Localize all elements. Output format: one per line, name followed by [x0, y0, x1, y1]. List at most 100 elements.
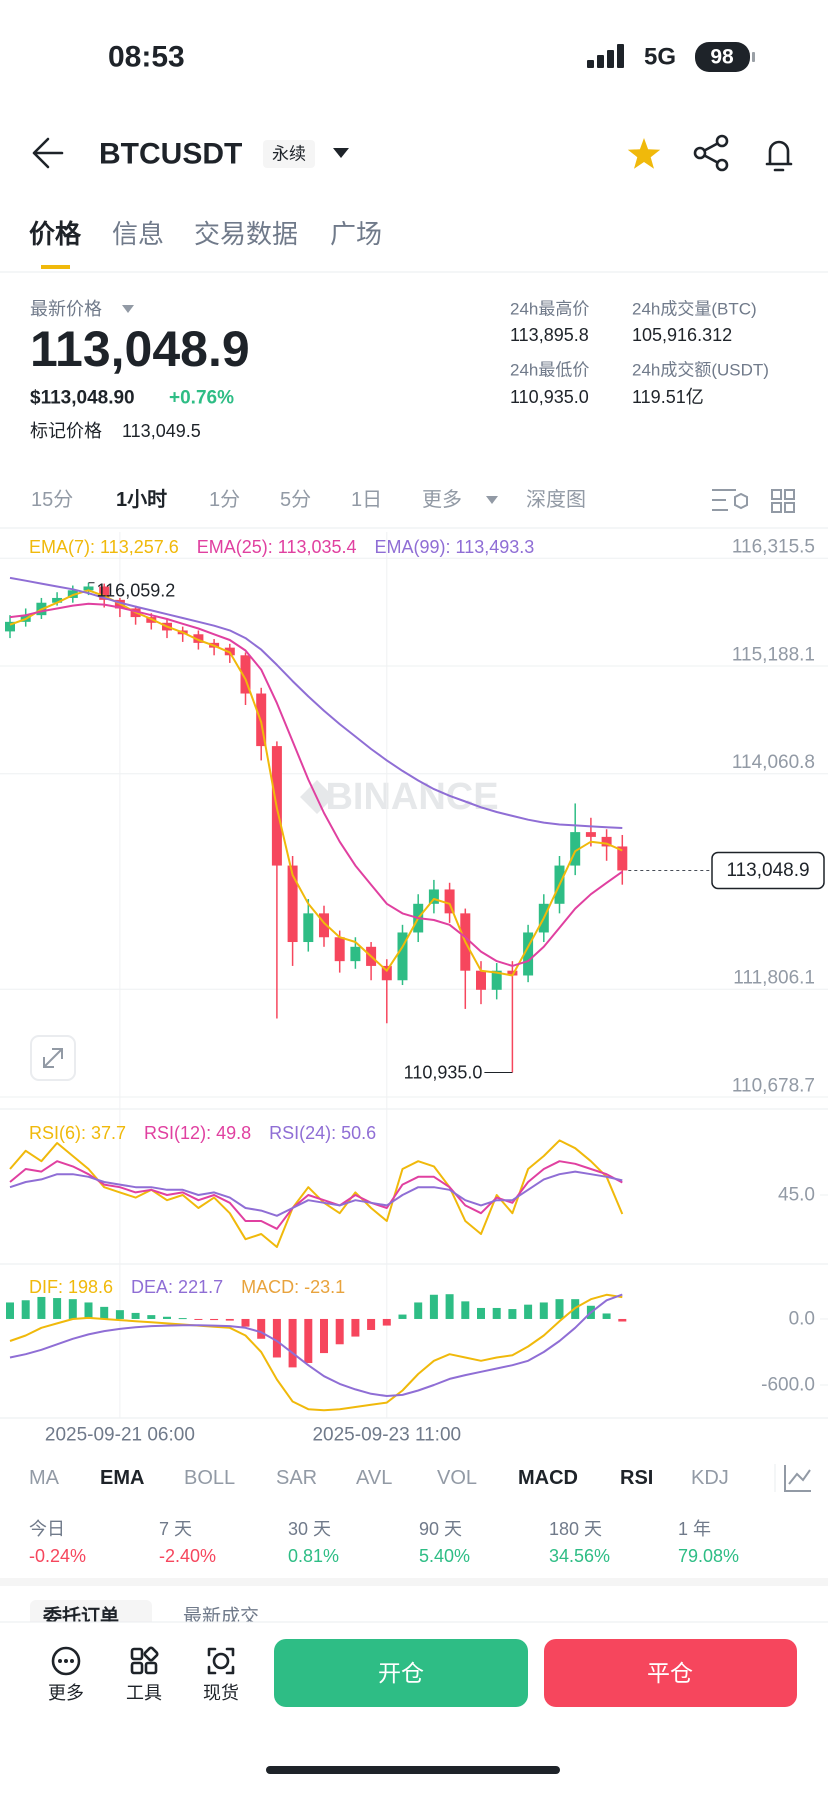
- interval[interactable]: 5分: [280, 488, 311, 511]
- histogram-bar: [382, 1318, 391, 1326]
- indicator[interactable]: KDJ: [691, 1467, 729, 1489]
- open-label[interactable]: 开仓: [378, 1660, 424, 1686]
- x-tick-label: 2025-09-23 11:00: [312, 1425, 461, 1446]
- indicator[interactable]: EMA: [100, 1467, 144, 1489]
- alert-bell[interactable]: [765, 140, 793, 172]
- histogram-bar: [163, 1316, 171, 1319]
- indicator[interactable]: SAR: [276, 1467, 317, 1489]
- tools-icon[interactable]: [130, 1646, 159, 1675]
- price-label-dropdown[interactable]: [122, 305, 134, 313]
- annotation: 116,059.2: [97, 581, 176, 601]
- histogram-bar: [147, 1315, 156, 1319]
- histogram-bar: [210, 1318, 219, 1321]
- histogram-bar: [602, 1313, 611, 1319]
- y-tick-label: 0.0: [789, 1308, 815, 1329]
- open-button[interactable]: [274, 1639, 528, 1707]
- legend-entry: RSI(12): 49.8: [144, 1123, 251, 1143]
- indicator[interactable]: MACD: [518, 1467, 578, 1489]
- candle-body: [601, 836, 612, 847]
- y-tick-label: -600.0: [761, 1374, 815, 1395]
- share-button[interactable]: [693, 134, 729, 172]
- histogram-bar: [304, 1318, 313, 1363]
- watermark: BINANCE: [325, 776, 498, 818]
- period-change: 79.08%: [678, 1546, 739, 1566]
- indicator[interactable]: MA: [29, 1467, 60, 1489]
- tab-indicator: [41, 265, 70, 269]
- period-change: 34.56%: [549, 1546, 610, 1566]
- candle-body: [444, 889, 455, 914]
- period-change: -0.24%: [29, 1546, 86, 1566]
- interval[interactable]: 1小时: [116, 488, 167, 511]
- candle-body: [523, 932, 534, 976]
- signal-icon: [587, 44, 624, 68]
- interval[interactable]: 深度图: [526, 488, 586, 511]
- layout-button[interactable]: [771, 489, 795, 513]
- period-label: 180 天: [549, 1519, 602, 1539]
- candle-body: [287, 865, 298, 943]
- candle-body: [491, 970, 502, 990]
- histogram-bar: [477, 1307, 485, 1319]
- y-tick-label: 45.0: [778, 1185, 815, 1206]
- interval[interactable]: 1日: [351, 489, 382, 511]
- histogram-bar: [618, 1318, 627, 1322]
- nav-label[interactable]: 更多: [48, 1683, 84, 1703]
- interval[interactable]: 更多: [422, 488, 462, 511]
- stat-label: 24h最低价: [510, 361, 589, 380]
- candle-body: [52, 597, 63, 603]
- candle-body: [5, 621, 15, 632]
- nav-label[interactable]: 现货: [203, 1683, 239, 1703]
- histogram-bar: [288, 1318, 297, 1368]
- histogram-bar: [257, 1318, 266, 1339]
- favorite-star[interactable]: [627, 138, 661, 169]
- indicator[interactable]: BOLL: [184, 1467, 235, 1489]
- price-label[interactable]: 最新价格: [30, 299, 102, 319]
- indicator[interactable]: VOL: [437, 1467, 477, 1489]
- close-button[interactable]: [544, 1639, 797, 1707]
- interval[interactable]: 15分: [31, 488, 73, 511]
- indicator[interactable]: AVL: [356, 1467, 392, 1489]
- network: 5G: [644, 44, 676, 71]
- period-change: 5.40%: [419, 1546, 470, 1566]
- spot-icon[interactable]: [207, 1647, 235, 1675]
- tab[interactable]: 交易数据: [194, 219, 298, 249]
- back-button[interactable]: [32, 137, 64, 169]
- chart-settings[interactable]: [712, 489, 748, 511]
- line-series: [9, 1293, 623, 1412]
- period-label: 90 天: [419, 1519, 462, 1539]
- histogram-bar: [37, 1296, 46, 1319]
- close-label[interactable]: 平仓: [647, 1660, 693, 1686]
- tab[interactable]: 广场: [330, 219, 382, 249]
- indicator[interactable]: RSI: [620, 1467, 653, 1489]
- stat-label: 24h最高价: [510, 300, 589, 319]
- histogram-bar: [100, 1306, 109, 1319]
- nav-label[interactable]: 工具: [126, 1683, 162, 1703]
- y-tick-label: 111,806.1: [733, 968, 815, 989]
- clock: 08:53: [108, 41, 185, 74]
- period-change: 0.81%: [288, 1546, 339, 1566]
- histogram-bar: [84, 1302, 93, 1319]
- tab[interactable]: 信息: [112, 219, 164, 249]
- line-series: [9, 602, 623, 967]
- candle-body: [507, 970, 518, 976]
- period-change: -2.40%: [159, 1546, 216, 1566]
- mark-price-label: 标记价格: [30, 421, 102, 441]
- legend-entry: EMA(7): 113,257.6: [29, 537, 179, 557]
- histogram-bar: [445, 1294, 454, 1319]
- symbol-dropdown[interactable]: [333, 148, 349, 158]
- histogram-bar: [115, 1310, 124, 1319]
- period-label: 30 天: [288, 1519, 331, 1539]
- symbol[interactable]: BTCUSDT: [99, 138, 242, 171]
- histogram-bar: [461, 1301, 470, 1319]
- more-icon[interactable]: [51, 1646, 81, 1676]
- interval[interactable]: 1分: [209, 488, 240, 511]
- tab[interactable]: 价格: [29, 219, 82, 249]
- period-label: 1 年: [678, 1519, 711, 1539]
- indicator-settings[interactable]: [784, 1465, 811, 1492]
- legend-entry: EMA(99): 113,493.3: [375, 537, 535, 557]
- histogram-bar: [367, 1318, 376, 1330]
- battery-nub: [752, 52, 755, 62]
- more-dropdown[interactable]: [486, 496, 498, 504]
- last-price-label: 113,048.9: [726, 860, 809, 881]
- usd-price: $113,048.90: [30, 388, 135, 409]
